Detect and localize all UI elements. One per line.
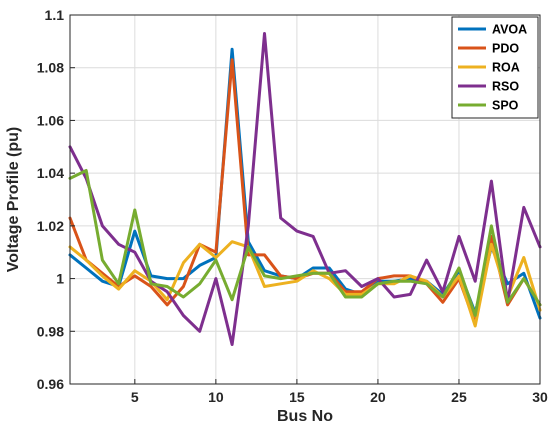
y-tick-label: 1.04 [37, 165, 64, 181]
x-tick-label: 10 [208, 389, 224, 405]
x-tick-label: 20 [370, 389, 386, 405]
x-tick-label: 15 [289, 389, 305, 405]
y-tick-label: 1.06 [37, 112, 64, 128]
series-line-spo [68, 169, 542, 317]
legend-label-spo: SPO [492, 99, 519, 113]
y-tick-label: 1.1 [45, 7, 65, 23]
x-tick-label: 5 [131, 389, 139, 405]
y-tick-label: 0.96 [37, 376, 64, 392]
series-lines [68, 32, 542, 346]
y-tick-label: 1.08 [37, 60, 64, 76]
x-axis-label: Bus No [277, 408, 333, 425]
y-tick-label: 1 [56, 271, 64, 287]
legend-label-pdo: PDO [492, 42, 519, 56]
y-tick-label: 1.02 [37, 218, 64, 234]
x-tick-label: 25 [451, 389, 467, 405]
legend-label-rso: RSO [492, 80, 519, 94]
y-axis-label: Voltage Profile (pu) [5, 127, 22, 272]
y-tick-label: 0.98 [37, 323, 64, 339]
legend: AVOA PDO ROA RSO SPO [451, 16, 539, 119]
legend-label-avoa: AVOA [492, 23, 527, 37]
plot-frame [69, 14, 541, 385]
axis-ticks: 5 10 15 20 25 30 0.96 0.98 1 1.02 1.04 1.06 1.08 1.1 [37, 7, 548, 405]
x-tick-label: 30 [532, 389, 548, 405]
legend-label-roa: ROA [492, 61, 520, 75]
